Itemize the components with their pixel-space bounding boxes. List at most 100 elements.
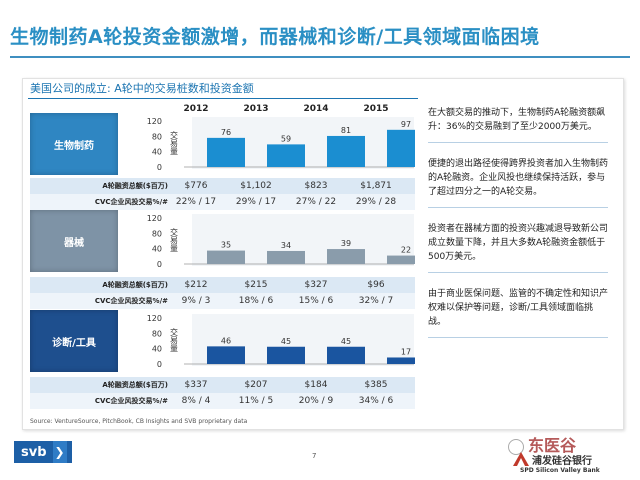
bar xyxy=(327,346,365,364)
bar xyxy=(207,137,245,167)
cell-value: 11% / 5 xyxy=(238,396,274,406)
bar xyxy=(387,255,415,264)
cell-value: $207 xyxy=(244,380,268,390)
y-tick-label: 0 xyxy=(157,360,162,369)
bar xyxy=(327,135,365,167)
cell-value: $215 xyxy=(244,280,268,290)
logo-text: svb xyxy=(21,444,47,460)
cell-value: 27% / 22 xyxy=(295,197,337,207)
cell-value: 34% / 6 xyxy=(358,396,394,406)
stat-row-cvc: CVC企业风投交易%/# 22% / 17 29% / 17 27% / 22 … xyxy=(30,194,415,210)
y-axis-label: 交易量 xyxy=(170,130,179,155)
year-label: 2013 xyxy=(243,104,269,114)
bank-logo-icon xyxy=(513,452,529,466)
commentary: 在大额交易的推动下，生物制药A轮融资额飙升：36%的交易融到了至少2000万美元… xyxy=(428,106,608,352)
row-label: A轮融资总额($百万) xyxy=(102,281,168,289)
year-label: 2014 xyxy=(303,104,329,114)
row-label: A轮融资总额($百万) xyxy=(102,182,168,190)
row-label: A轮融资总额($百万) xyxy=(102,381,168,389)
cell-value: 8% / 4 xyxy=(181,396,211,406)
cell-value: 29% / 28 xyxy=(355,197,397,207)
bar xyxy=(207,346,245,364)
year-label: 2012 xyxy=(183,104,209,114)
note-text: 投资者在器械方面的投资兴趣减退导致新公司成立数量下降，并且大多数A轮融资金额低于… xyxy=(428,222,608,273)
subtitle-divider xyxy=(28,98,418,99)
data-label: 45 xyxy=(281,337,291,346)
bar-plot: 120 80 40 0 交易量 76 59 81 97 xyxy=(147,117,415,172)
segment-label: 生物制药 xyxy=(30,113,118,175)
cell-value: 9% / 3 xyxy=(181,296,211,306)
data-label: 17 xyxy=(401,347,411,356)
data-label: 34 xyxy=(281,241,291,250)
row-label: CVC企业风投交易%/# xyxy=(94,198,168,206)
cell-value: 32% / 7 xyxy=(358,296,394,306)
watermark: 东医谷 xyxy=(508,432,576,456)
data-label: 35 xyxy=(221,241,231,250)
data-label: 39 xyxy=(341,239,351,248)
bar xyxy=(387,129,415,167)
cell-value: $776 xyxy=(184,181,208,191)
cell-value: $96 xyxy=(367,280,385,290)
y-tick-label: 80 xyxy=(152,329,162,338)
year-label: 2015 xyxy=(363,104,389,114)
note-text: 在大额交易的推动下，生物制药A轮融资额飙升：36%的交易融到了至少2000万美元… xyxy=(428,106,608,143)
y-axis-label: 交易量 xyxy=(170,227,179,252)
bar xyxy=(387,357,415,364)
data-label: 59 xyxy=(281,134,291,143)
bar-plot: 120 80 40 0 交易量 35 34 39 22 xyxy=(147,214,415,269)
data-label: 45 xyxy=(341,337,351,346)
y-axis-label: 交易量 xyxy=(170,327,179,352)
segment-label: 诊断/工具 xyxy=(30,310,118,372)
data-label: 22 xyxy=(401,246,411,255)
row-label: CVC企业风投交易%/# xyxy=(94,297,168,305)
bar xyxy=(327,249,365,264)
cell-value: $385 xyxy=(364,380,388,390)
svb-logo: svb ❯ xyxy=(14,441,72,463)
data-label: 46 xyxy=(221,336,231,345)
note-text: 由于商业医保问题、监管的不确定性和知识产权难以保护等问题，诊断/工具领域面临挑战… xyxy=(428,287,608,338)
source-note: Source: VentureSource, PitchBook, CB Ins… xyxy=(30,418,248,425)
chart-subtitle: 美国公司的成立: A轮中的交易桩数和投资金额 xyxy=(30,82,254,95)
bar-plot: 120 80 40 0 交易量 46 45 45 17 xyxy=(147,314,415,369)
cell-value: 20% / 9 xyxy=(298,396,334,406)
wechat-icon xyxy=(508,438,524,455)
y-tick-label: 0 xyxy=(157,163,162,172)
y-tick-label: 120 xyxy=(147,314,162,323)
y-tick-label: 80 xyxy=(152,132,162,141)
bank-name-cn: 浦发硅谷银行 xyxy=(532,456,592,467)
bar xyxy=(207,250,245,264)
y-tick-label: 120 xyxy=(147,117,162,126)
chevron-right-icon: ❯ xyxy=(52,441,67,463)
watermark-text: 东医谷 xyxy=(528,436,577,455)
bar xyxy=(267,346,305,364)
cell-value: 29% / 17 xyxy=(235,197,277,207)
bar xyxy=(267,144,305,167)
row-label: CVC企业风投交易%/# xyxy=(94,397,168,405)
y-tick-label: 40 xyxy=(152,245,162,254)
stat-row-cvc: CVC企业风投交易%/# 8% / 4 11% / 5 20% / 9 34% … xyxy=(30,393,415,409)
cell-value: 18% / 6 xyxy=(238,296,274,306)
cell-value: 22% / 17 xyxy=(175,197,217,207)
y-tick-label: 0 xyxy=(157,260,162,269)
cell-value: 15% / 6 xyxy=(298,296,334,306)
cell-value: $212 xyxy=(184,280,208,290)
title-divider xyxy=(10,56,630,58)
cell-value: $1,102 xyxy=(240,181,272,191)
cell-value: $337 xyxy=(184,380,208,390)
bank-name-en: SPD Silicon Valley Bank xyxy=(520,467,600,474)
segment-label: 器械 xyxy=(30,210,118,272)
y-tick-label: 40 xyxy=(152,148,162,157)
stat-row-funding: A轮融资总额($百万) $337 $207 $184 $385 xyxy=(30,377,415,393)
stat-row-funding: A轮融资总额($百万) $212 $215 $327 $96 xyxy=(30,277,415,293)
data-label: 76 xyxy=(221,128,231,137)
cell-value: $1,871 xyxy=(360,181,392,191)
cell-value: $327 xyxy=(304,280,328,290)
cell-value: $184 xyxy=(304,380,328,390)
stat-row-funding: A轮融资总额($百万) $776 $1,102 $823 $1,871 xyxy=(30,178,415,194)
data-label: 97 xyxy=(401,120,411,129)
data-label: 81 xyxy=(341,126,351,135)
y-tick-label: 120 xyxy=(147,214,162,223)
bar xyxy=(267,250,305,264)
cell-value: $823 xyxy=(304,181,328,191)
note-text: 便捷的退出路径使得跨界投资者加入生物制药的A轮融资。企业风投也继续保持活跃，参与… xyxy=(428,157,608,208)
